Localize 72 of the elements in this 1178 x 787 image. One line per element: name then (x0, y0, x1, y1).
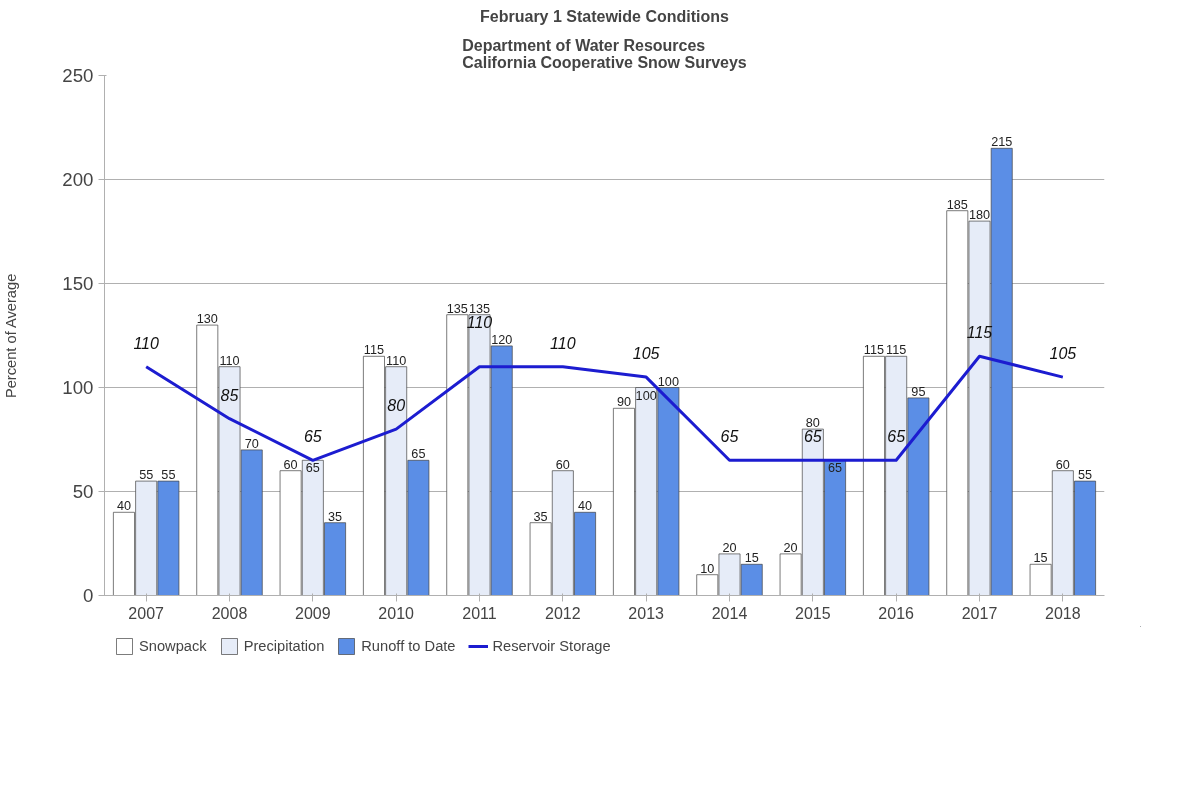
x-tick-label: 2009 (295, 604, 331, 622)
data-label: 15 (1033, 551, 1048, 566)
data-label: 115 (863, 343, 885, 358)
data-label: 135 (468, 301, 491, 316)
legend-label: Reservoir Storage (492, 638, 611, 654)
y-tick-label: 250 (62, 65, 94, 86)
x-tick-label: 2013 (628, 604, 665, 622)
data-label: 10 (700, 561, 715, 576)
data-label: 65 (303, 428, 322, 446)
data-label: 65 (887, 428, 906, 446)
y-tick-label: 200 (62, 169, 94, 190)
data-label: 105 (632, 345, 660, 363)
chart-subtitle: Department of Water Resources California Cooperative Snow Surveys (462, 36, 747, 71)
chart-title: February 1 Statewide Conditions (480, 7, 730, 25)
y-tick-label: 50 (72, 481, 94, 502)
data-label: 100 (635, 388, 657, 403)
data-label: 35 (533, 509, 548, 524)
data-label: 120 (491, 332, 513, 347)
data-label: 20 (783, 540, 798, 555)
data-label: 110 (466, 313, 493, 331)
x-tick-label: 2011 (462, 604, 497, 622)
data-label: 215 (991, 135, 1013, 150)
data-label: 135 (446, 301, 468, 316)
legend-label: Precipitation (243, 638, 325, 654)
data-label: 65 (803, 428, 822, 446)
data-label: 65 (828, 461, 843, 476)
legend-label: Runoff to Date (361, 638, 456, 654)
data-label: 55 (1078, 468, 1093, 483)
x-tick-label: 2008 (211, 604, 248, 622)
data-label: 40 (578, 499, 593, 514)
x-tick-label: 2014 (711, 604, 748, 622)
x-tick-label: 2017 (961, 604, 998, 622)
data-label: 130 (196, 312, 218, 327)
data-label: 95 (911, 384, 926, 399)
data-label: 60 (283, 457, 298, 472)
data-label: 110 (550, 334, 576, 352)
y-tick-label: 0 (83, 585, 94, 606)
data-label: 80 (387, 397, 406, 415)
y-tick-label: 100 (62, 377, 94, 398)
x-tick-label: 2010 (378, 604, 415, 622)
data-label: 65 (411, 447, 426, 462)
data-label: 60 (1055, 457, 1070, 472)
data-label: 110 (386, 353, 407, 368)
data-label: 60 (555, 457, 570, 472)
data-label: 55 (139, 468, 154, 483)
data-label: 65 (720, 428, 739, 446)
data-label: 65 (305, 461, 320, 476)
data-label: 180 (968, 208, 991, 223)
data-label: 15 (744, 551, 759, 566)
data-label: 105 (1049, 345, 1077, 363)
data-label: 185 (946, 197, 968, 212)
x-tick-label: 2007 (128, 604, 165, 622)
data-label: 100 (657, 374, 679, 389)
data-label: 90 (616, 395, 631, 410)
y-axis-title: Percent of Average (3, 273, 20, 399)
x-tick-label: 2016 (878, 604, 915, 622)
data-label: 40 (116, 499, 131, 514)
data-label: 115 (363, 343, 385, 358)
legend-label: Snowpack (139, 638, 207, 654)
data-label: 85 (220, 386, 239, 404)
data-label: 80 (805, 416, 820, 431)
data-label: 20 (722, 540, 737, 555)
data-label: 110 (133, 334, 160, 352)
data-label: 55 (161, 468, 176, 483)
data-label: 110 (219, 353, 240, 368)
y-tick-label: 150 (62, 273, 94, 294)
x-tick-label: 2015 (795, 604, 831, 622)
data-label: 115 (886, 343, 907, 358)
data-label: 70 (244, 436, 259, 451)
data-label: 35 (328, 509, 343, 524)
x-tick-label: 2018 (1045, 604, 1081, 622)
x-tick-label: 2012 (545, 604, 581, 622)
